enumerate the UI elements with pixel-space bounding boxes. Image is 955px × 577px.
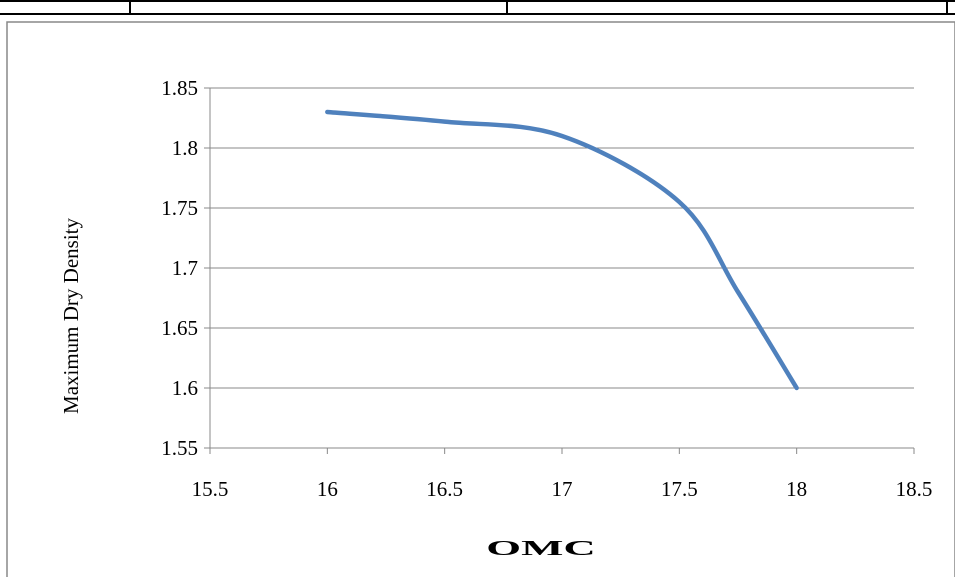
x-tick-label: 18.5 bbox=[896, 477, 933, 501]
x-axis-label: OMC bbox=[486, 536, 595, 559]
gridlines bbox=[204, 87, 915, 454]
x-tick-label: 17 bbox=[552, 477, 573, 501]
y-tick-label: 1.65 bbox=[161, 316, 198, 340]
series-line bbox=[325, 109, 799, 391]
x-tick-labels: 15.5 16 16.5 17 17.5 18 18.5 bbox=[192, 477, 933, 501]
x-tick-label: 16.5 bbox=[426, 477, 463, 501]
y-tick-label: 1.6 bbox=[172, 376, 198, 400]
y-tick-label: 1.8 bbox=[172, 136, 198, 160]
chart-border bbox=[6, 21, 955, 577]
y-tick-label: 1.75 bbox=[161, 196, 198, 220]
series-layer bbox=[325, 109, 799, 391]
y-tick-label: 1.55 bbox=[161, 436, 198, 460]
x-tick-label: 15.5 bbox=[192, 477, 229, 501]
x-tick-label: 17.5 bbox=[661, 477, 698, 501]
table-remnant bbox=[0, 0, 955, 15]
y-axis-label: Maximum Dry Density bbox=[59, 218, 83, 414]
y-tick-label: 1.85 bbox=[161, 76, 198, 100]
x-tick-label: 18 bbox=[786, 477, 807, 501]
x-tick-label: 16 bbox=[317, 477, 338, 501]
y-tick-labels: 1.55 1.6 1.65 1.7 1.75 1.8 1.85 bbox=[161, 76, 198, 460]
y-tick-label: 1.7 bbox=[172, 256, 198, 280]
